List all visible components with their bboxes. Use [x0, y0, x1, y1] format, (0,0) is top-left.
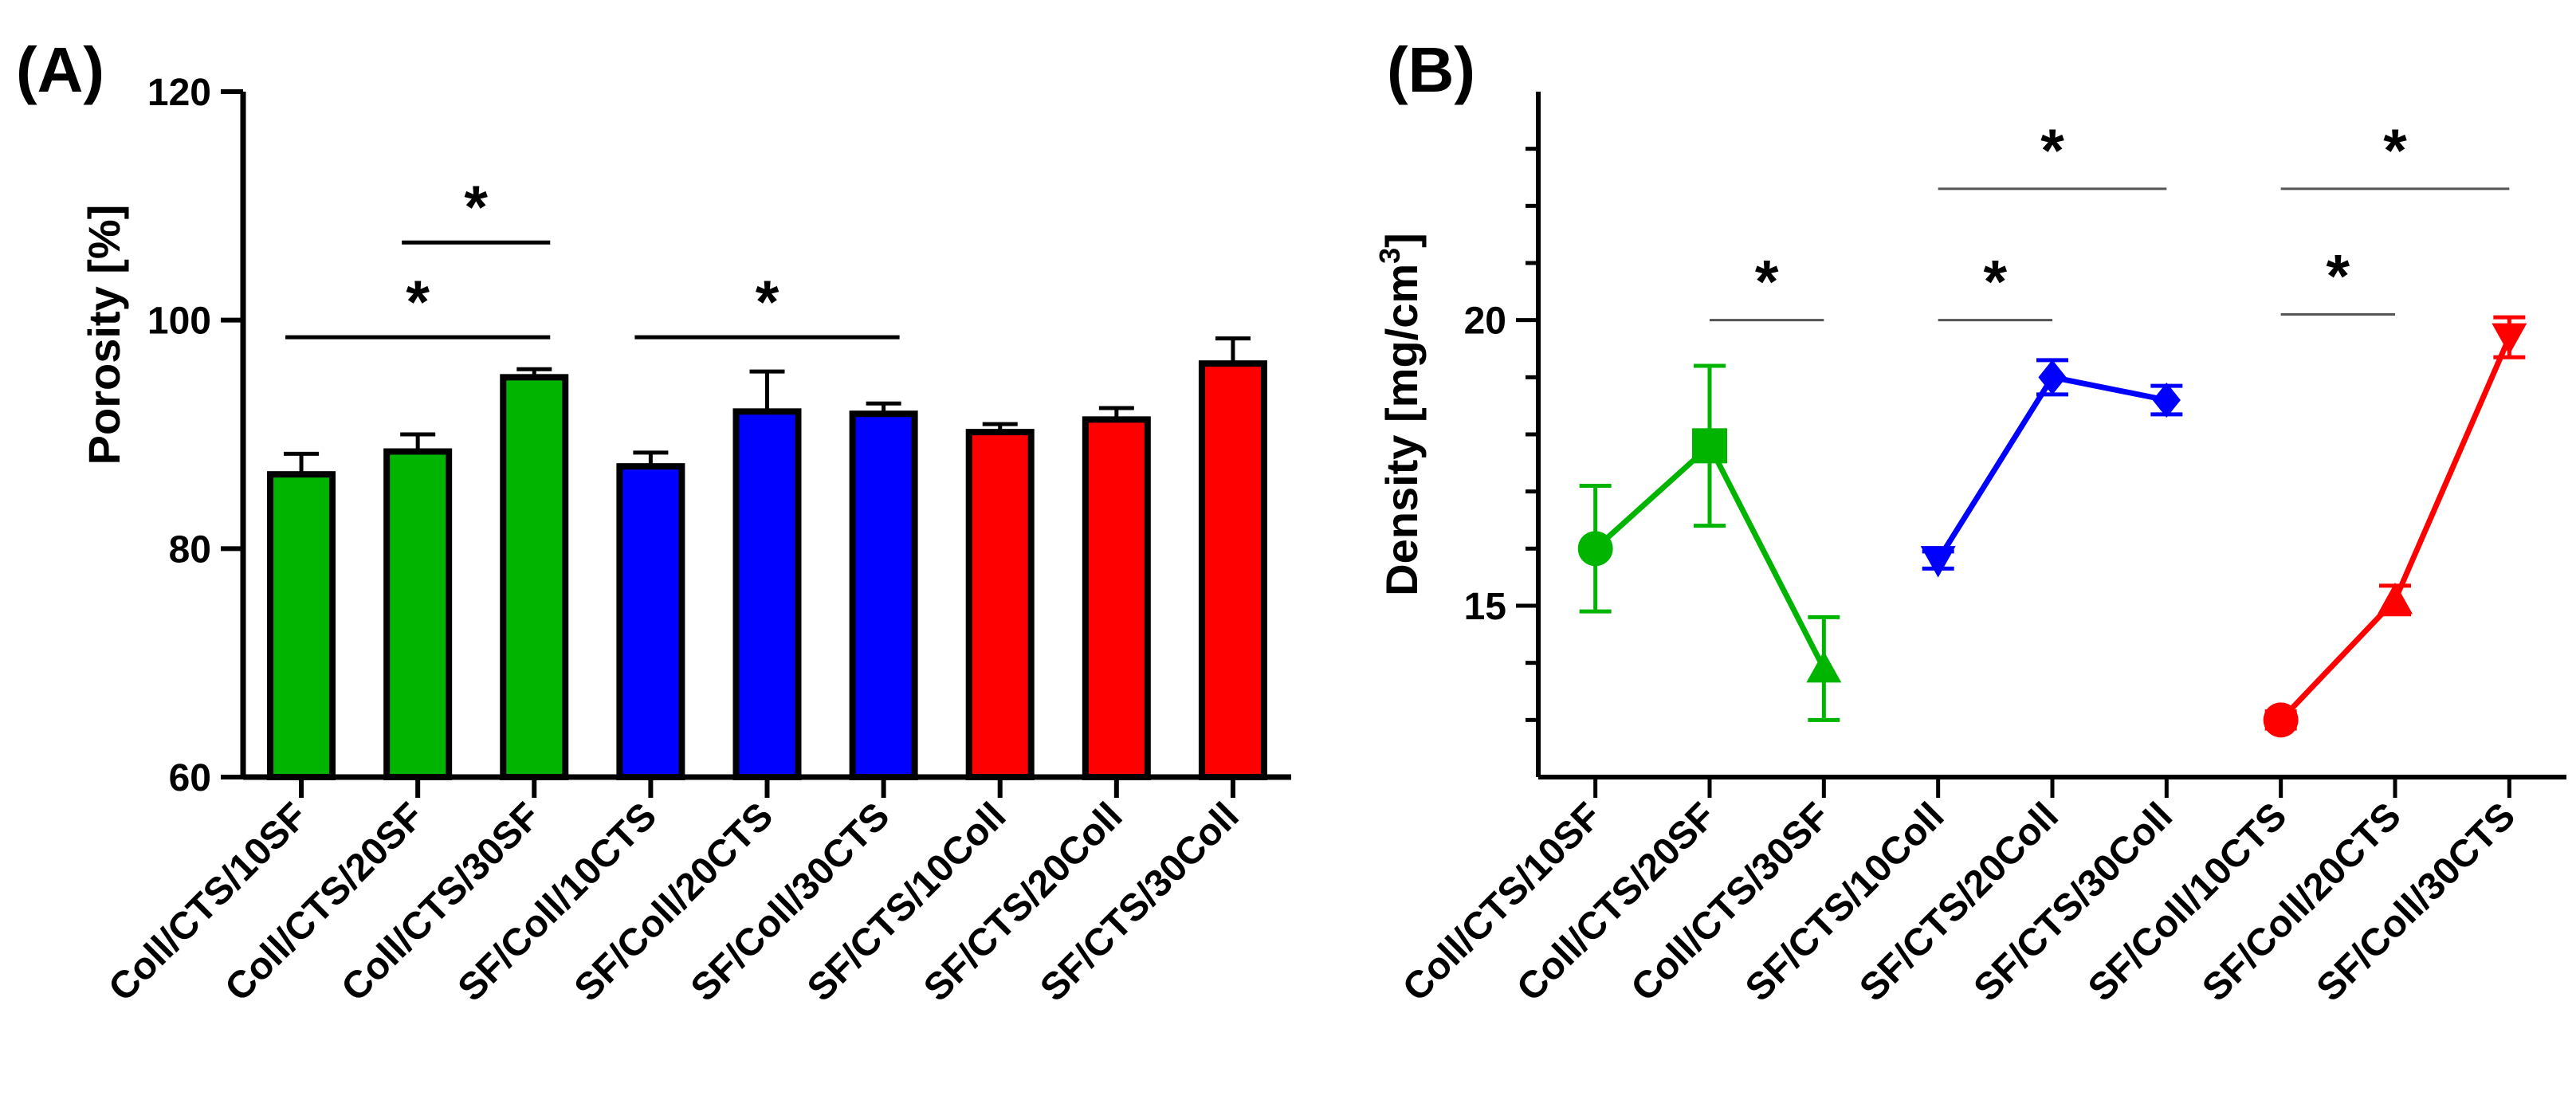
porosity-bar-Coll/CTS/20SF — [383, 448, 453, 780]
porosity-y-tick-label: 80 — [169, 528, 211, 571]
porosity-x-label: Coll/CTS/10SF — [100, 795, 315, 1009]
density-y-axis-title: Density [mg/cm3] — [1373, 233, 1427, 596]
porosity-bar-Coll/CTS/30SF — [500, 374, 569, 780]
porosity-x-label: Coll/CTS/20SF — [217, 795, 431, 1009]
porosity-bars — [267, 336, 1267, 781]
density-series-line-SF/CTS — [1935, 374, 2168, 562]
density-significance-star: * — [1755, 249, 1779, 316]
porosity-x-label: SF/CTS/30Coll — [1032, 795, 1247, 1009]
density-x-label: SF/Coll/10CTS — [2080, 795, 2295, 1009]
density-point-diamond — [2038, 359, 2067, 395]
density-point-circle — [1577, 531, 1613, 567]
porosity-x-label: Coll/CTS/30SF — [334, 795, 548, 1009]
density-y-tick-label: 20 — [1464, 300, 1506, 343]
porosity-bar-Coll/CTS/10SF — [267, 471, 336, 781]
porosity-bar-SF/Coll/20CTS — [732, 408, 802, 780]
density-x-label: Coll/CTS/30SF — [1624, 795, 1838, 1009]
density-x-label: SF/CTS/10Coll — [1738, 795, 1952, 1009]
density-point-square — [1692, 428, 1727, 464]
porosity-x-label: SF/Coll/10CTS — [450, 795, 665, 1009]
porosity-significance-star: * — [406, 269, 430, 336]
porosity-y-tick-label: 100 — [147, 300, 211, 343]
porosity-y-tick-label: 60 — [169, 757, 211, 799]
density-point-triangle-down — [1920, 546, 1956, 578]
porosity-y-axis-title: Porosity [%] — [79, 205, 129, 465]
porosity-significance: * * * — [285, 174, 900, 340]
porosity-bar-SF/Coll/10CTS — [616, 463, 685, 781]
panel-a-label: (A) — [16, 34, 104, 105]
density-y-tick-label: 15 — [1464, 586, 1506, 628]
porosity-y-ticks: 60 80 100 120 — [147, 72, 1235, 799]
porosity-x-label: SF/Coll/30CTS — [683, 795, 897, 1009]
porosity-x-labels: Coll/CTS/10SFColl/CTS/20SFColl/CTS/30SFS… — [100, 795, 1247, 1009]
density-point-diamond — [2152, 383, 2181, 418]
density-significance-star: * — [2040, 117, 2064, 185]
porosity-bar-SF/Coll/30CTS — [849, 410, 918, 780]
density-significance-star: * — [2327, 243, 2350, 311]
porosity-x-label: SF/CTS/10Coll — [799, 795, 1014, 1009]
density-x-label: SF/Coll/30CTS — [2309, 795, 2523, 1009]
porosity-chart: (A) Porosity [%] * * * 60 80 100 120 Coll/CTS… — [16, 34, 1291, 1010]
density-point-triangle-up — [2378, 582, 2413, 614]
porosity-significance-star: * — [464, 174, 488, 241]
porosity-y-tick-label: 120 — [147, 72, 211, 114]
density-significance: * * * * * — [1710, 117, 2510, 322]
density-y-axis-title-close: ] — [1376, 233, 1427, 248]
density-x-label: SF/Coll/20CTS — [2194, 795, 2409, 1009]
porosity-bar-SF/CTS/10Coll — [965, 429, 1035, 781]
density-significance-star: * — [1984, 249, 2008, 316]
density-y-axis-title-sup: 3 — [1373, 248, 1406, 264]
density-lines — [1577, 315, 2527, 738]
porosity-x-label: SF/CTS/20Coll — [916, 795, 1130, 1009]
porosity-x-label: SF/Coll/20CTS — [567, 795, 781, 1009]
density-point-circle — [2263, 702, 2299, 738]
porosity-bar-SF/CTS/30Coll — [1198, 360, 1267, 780]
density-point-triangle-down — [2492, 323, 2527, 355]
density-x-labels: Coll/CTS/10SFColl/CTS/20SFColl/CTS/30SFS… — [1395, 795, 2523, 1009]
panel-b-label: (B) — [1387, 34, 1475, 105]
density-x-label: SF/CTS/30Coll — [1966, 795, 2181, 1009]
density-x-label: Coll/CTS/10SF — [1395, 795, 1609, 1009]
density-x-label: Coll/CTS/20SF — [1509, 795, 1723, 1009]
density-point-triangle-up — [1806, 650, 1842, 683]
porosity-bar-SF/CTS/20Coll — [1082, 416, 1151, 780]
porosity-significance-star: * — [756, 269, 779, 336]
density-series-line-SF/Coll — [2279, 336, 2512, 722]
density-significance-star: * — [2383, 117, 2407, 185]
density-y-axis-title-main: Density [mg/cm — [1376, 264, 1427, 596]
density-x-label: SF/CTS/20Coll — [1852, 795, 2066, 1009]
